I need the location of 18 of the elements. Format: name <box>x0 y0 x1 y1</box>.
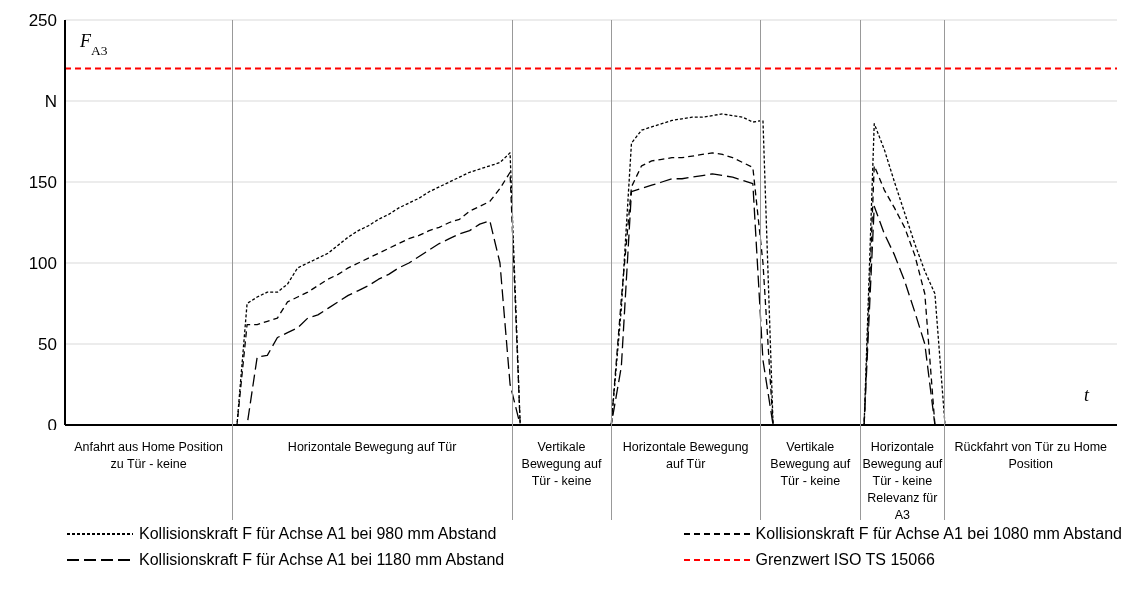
text: Vertikale Bewegung auf Tür - keine <box>520 439 603 490</box>
y-tick-label: N <box>44 92 57 112</box>
legend-label: Kollisionskraft F für Achse A1 bei 1180 mm Abstand <box>139 551 505 569</box>
text: Vertikale Bewegung auf Tür - keine <box>769 439 852 490</box>
text: Horizontale Bewegung auf Tür <box>286 439 458 456</box>
y-tick-label: 150 <box>28 173 57 193</box>
y-axis-title: F$_{A3}$ <box>79 31 108 58</box>
y-tick-label: 100 <box>28 254 57 274</box>
x-axis-title: t <box>1084 385 1090 405</box>
legend-label: Grenzwert ISO TS 15066 <box>755 551 935 569</box>
text: Anfahrt aus Home Position zu Tür - keine <box>73 439 224 473</box>
y-tick-label: 250 <box>28 11 57 31</box>
text: Horizontale Bewegung auf Tür <box>621 439 750 473</box>
text: Horizontale Bewegung auf Tür - keine Relevanz für A3 <box>862 439 943 524</box>
text: Rückfahrt von Tür zu Home Position <box>953 439 1109 473</box>
legend-label: Kollisionskraft F für Achse A1 bei 1080 mm Abstand <box>755 525 1122 543</box>
legend-label: Kollisionskraft F für Achse A1 bei 980 mm Abstand <box>139 525 497 543</box>
y-tick-label: 50 <box>38 335 57 355</box>
